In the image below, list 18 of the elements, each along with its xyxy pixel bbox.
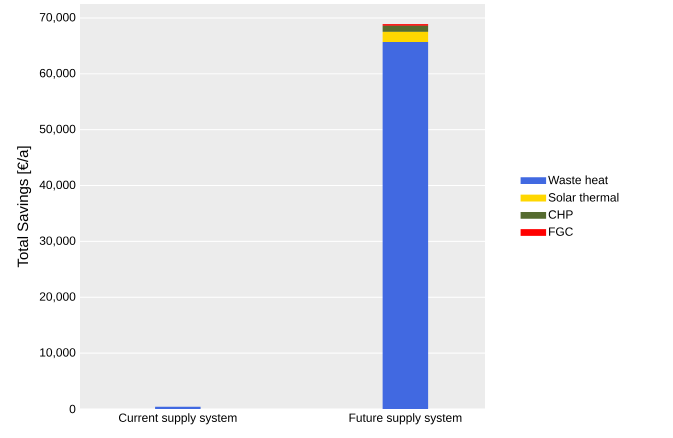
y-tick-label: 10,000 [40, 348, 76, 358]
y-tick-label: 50,000 [40, 124, 76, 135]
y-tick-label: 60,000 [40, 68, 76, 79]
x-tick-label: Current supply system [118, 413, 236, 424]
y-tick-label: 0 [70, 404, 76, 414]
legend-label: FGC [549, 227, 573, 236]
y-tick-label: 30,000 [40, 236, 76, 246]
y-tick-label: 70,000 [40, 13, 76, 23]
x-tick-label: Future supply system [350, 413, 462, 424]
legend-label: Solar thermal [548, 192, 618, 202]
y-tick-label: 40,000 [40, 180, 76, 190]
bar [382, 42, 428, 409]
y-tick-label: 20,000 [40, 292, 76, 302]
legend-label: CHP [548, 210, 573, 219]
bar [382, 26, 428, 32]
bar [382, 32, 428, 42]
legend-label: Waste heat [548, 175, 608, 184]
y-axis-title: Total Savings [€/a] [17, 146, 32, 268]
